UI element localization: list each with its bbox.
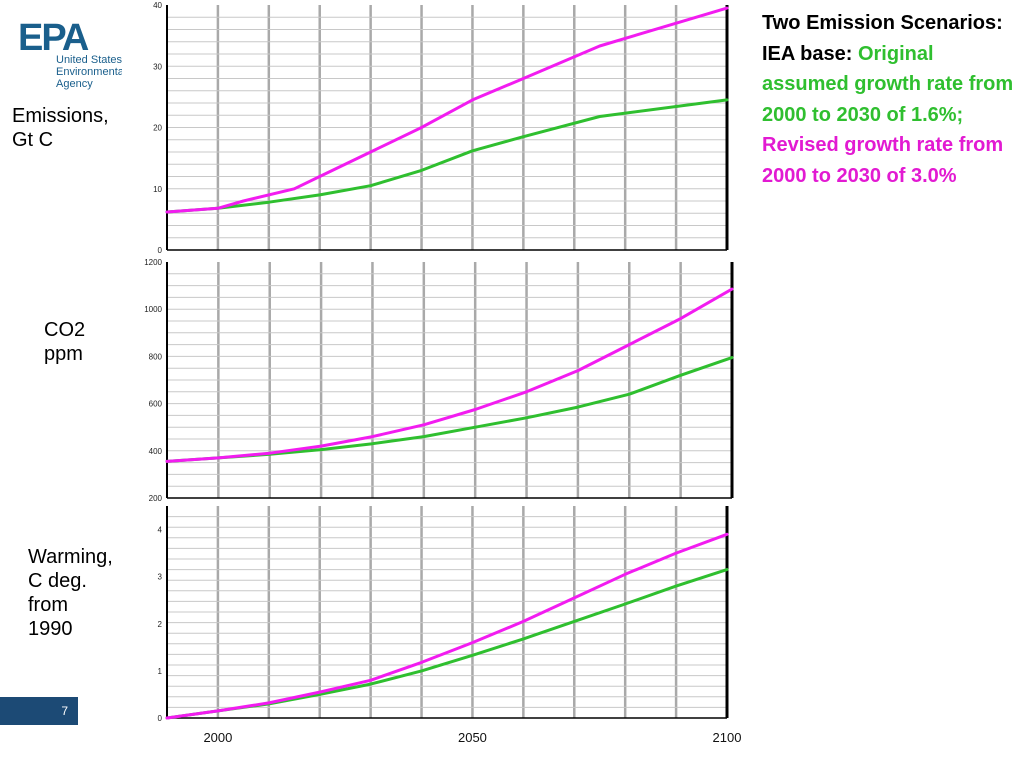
warming-axis-label: Warming, C deg. from 1990	[28, 545, 148, 641]
label-line: C deg.	[28, 570, 87, 592]
y-tick-label: 200	[149, 494, 163, 503]
y-tick-label: 800	[149, 352, 163, 361]
epa-logo-subtext: United States Environmental Protection A…	[56, 54, 122, 90]
y-tick-label: 30	[153, 62, 162, 71]
label-line: CO2	[44, 319, 86, 341]
annotation-original: Original assumed growth rate from 2000 t…	[762, 42, 1014, 126]
revised-series-line	[165, 6, 729, 214]
x-tick-label: 2000	[203, 730, 232, 745]
x-tick-label: 2050	[458, 730, 487, 745]
y-tick-label: 3	[158, 573, 163, 582]
y-tick-label: 1200	[144, 258, 162, 267]
scenario-annotation: Two Emission Scenarios: IEA base: Origin…	[762, 8, 1017, 191]
y-tick-label: 2	[158, 620, 163, 629]
logo-line: Environmental Protection	[56, 66, 122, 78]
x-tick-label: 2100	[713, 730, 742, 745]
label-line: ppm	[44, 343, 83, 365]
revised-series-line	[165, 287, 734, 463]
emissions-axis-label: Emissions, Gt C	[12, 104, 109, 152]
y-tick-label: 4	[158, 526, 163, 535]
epa-logo: EPA United States Environmental Protecti…	[18, 14, 122, 98]
y-tick-label: 0	[158, 246, 163, 255]
label-line: Warming,	[28, 546, 113, 568]
label-line: from	[28, 594, 68, 616]
y-tick-label: 10	[153, 185, 162, 194]
annotation-title: Two Emission Scenarios: IEA base:	[762, 12, 1003, 65]
epa-logo-mark: EPA	[18, 17, 89, 59]
y-tick-label: 400	[149, 447, 163, 456]
y-tick-label: 0	[158, 714, 163, 723]
y-tick-label: 1000	[144, 305, 162, 314]
label-line: Emissions,	[12, 105, 109, 127]
label-line: Gt C	[12, 129, 54, 151]
co2-axis-label: CO2 ppm	[44, 318, 85, 366]
y-tick-label: 40	[153, 1, 162, 10]
label-line: 1990	[28, 618, 73, 640]
original-series-line	[165, 356, 734, 463]
y-tick-label: 20	[153, 124, 162, 133]
logo-line: United States	[56, 54, 122, 66]
logo-line: Agency	[56, 78, 93, 90]
original-series-line	[165, 98, 729, 214]
revised-series-line	[165, 532, 729, 720]
page-number: 7	[0, 697, 78, 725]
annotation-revised: Revised growth rate from 2000 to 2030 of…	[762, 134, 1004, 187]
y-tick-label: 600	[149, 400, 163, 409]
y-tick-label: 1	[158, 667, 163, 676]
